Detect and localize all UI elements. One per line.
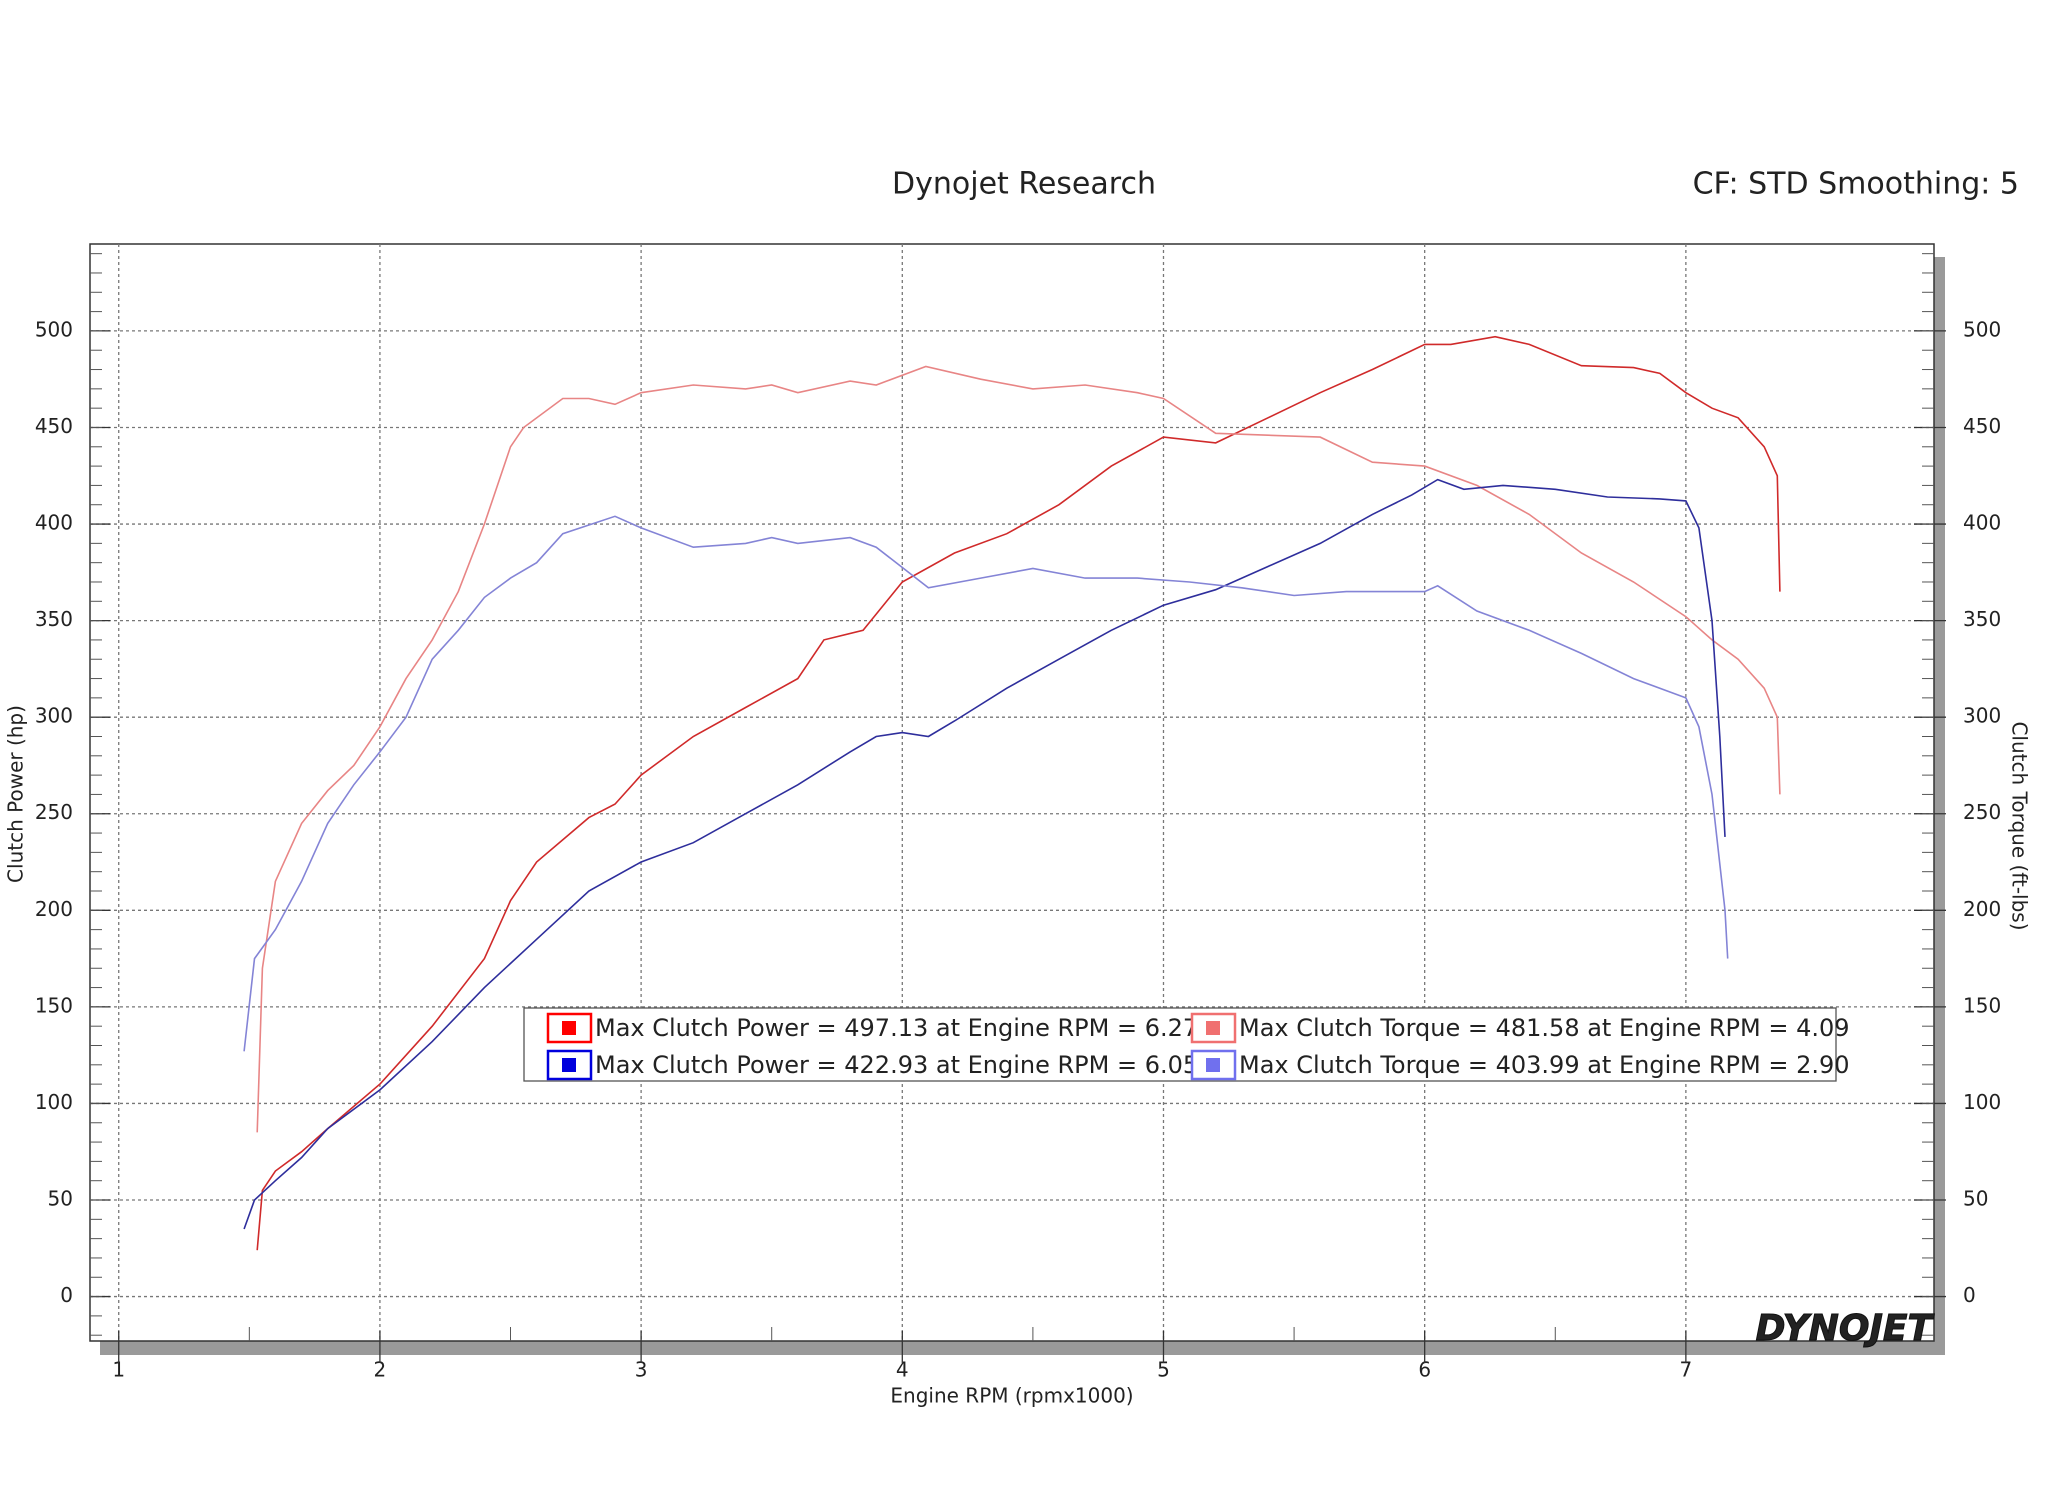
y-tick-label: 450 <box>35 414 73 438</box>
x-tick-label: 1 <box>112 1358 125 1382</box>
legend-box <box>523 1007 1837 1082</box>
series-line <box>256 335 1781 1251</box>
x-tick-label: 3 <box>635 1358 648 1382</box>
legend-swatch-frame <box>1190 1012 1237 1044</box>
legend-entry: Max Clutch Torque = 403.99 at Engine RPM… <box>1239 1051 1850 1079</box>
x-tick-label: 4 <box>896 1358 909 1382</box>
legend-swatch <box>562 1058 576 1072</box>
y2-tick-label: 250 <box>1963 800 2001 824</box>
y2-tick-label: 350 <box>1963 607 2001 631</box>
y2-tick-label: 400 <box>1963 511 2001 535</box>
y-tick-label: 400 <box>35 511 73 535</box>
y2-tick-label: 50 <box>1963 1187 1988 1211</box>
y2-tick-label: 300 <box>1963 704 2001 728</box>
y2-tick-label: 0 <box>1963 1283 1976 1307</box>
y2-tick-label: 150 <box>1963 993 2001 1017</box>
y-tick-label: 250 <box>35 800 73 824</box>
y-axis-title: Clutch Power (hp) <box>4 705 28 883</box>
logo: DYNOJET <box>1756 1308 1935 1349</box>
legend-entry: Max Clutch Torque = 481.58 at Engine RPM… <box>1239 1014 1850 1042</box>
y2-tick-label: 200 <box>1963 897 2001 921</box>
legend-entry: Max Clutch Power = 497.13 at Engine RPM … <box>595 1014 1198 1042</box>
plot-area <box>89 243 1935 1342</box>
legend-entry: Max Clutch Power = 422.93 at Engine RPM … <box>595 1051 1198 1079</box>
x-tick-label: 2 <box>374 1358 387 1382</box>
y-tick-label: 100 <box>35 1090 73 1114</box>
y-tick-label: 50 <box>48 1187 73 1211</box>
x-tick-label: 7 <box>1680 1358 1693 1382</box>
y2-tick-label: 100 <box>1963 1090 2001 1114</box>
legend-swatch-frame <box>546 1012 593 1044</box>
legend-swatch <box>562 1021 576 1035</box>
y-tick-label: 350 <box>35 607 73 631</box>
x-axis-title: Engine RPM (rpmx1000) <box>890 1384 1133 1408</box>
x-tick-label: 5 <box>1157 1358 1170 1382</box>
chart-title: Dynojet Research <box>892 167 1156 202</box>
series-line <box>243 515 1729 1052</box>
y2-tick-label: 500 <box>1963 317 2001 341</box>
legend-swatch <box>1206 1058 1220 1072</box>
y-tick-label: 150 <box>35 993 73 1017</box>
y2-axis-title: Clutch Torque (ft-lbs) <box>2008 721 2032 930</box>
series-line <box>243 478 1726 1230</box>
y-tick-label: 300 <box>35 704 73 728</box>
y-tick-label: 0 <box>60 1283 73 1307</box>
chart-subtitle: CF: STD Smoothing: 5 <box>1693 167 2019 202</box>
y-tick-label: 200 <box>35 897 73 921</box>
y-tick-label: 500 <box>35 317 73 341</box>
series-line <box>256 365 1781 1133</box>
y2-tick-label: 450 <box>1963 414 2001 438</box>
legend-swatch <box>1206 1021 1220 1035</box>
x-tick-label: 6 <box>1418 1358 1431 1382</box>
